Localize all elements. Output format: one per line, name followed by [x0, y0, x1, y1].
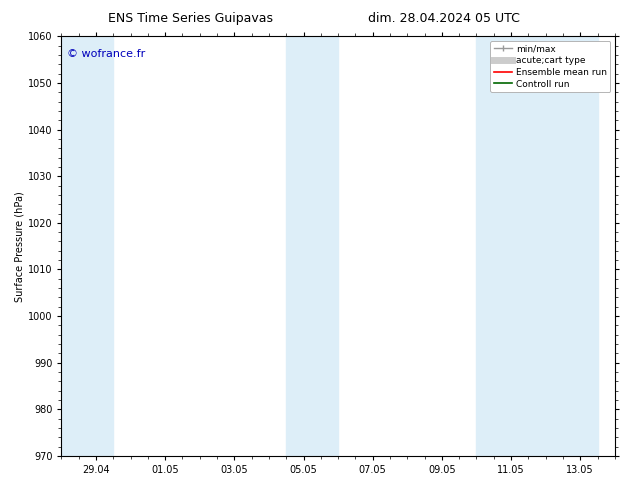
Legend: min/max, acute;cart type, Ensemble mean run, Controll run: min/max, acute;cart type, Ensemble mean …: [491, 41, 611, 92]
Text: © wofrance.fr: © wofrance.fr: [67, 49, 145, 59]
Bar: [477, 36, 597, 456]
Bar: [286, 36, 338, 456]
Y-axis label: Surface Pressure (hPa): Surface Pressure (hPa): [15, 191, 25, 301]
Text: ENS Time Series Guipavas: ENS Time Series Guipavas: [108, 12, 273, 25]
Text: dim. 28.04.2024 05 UTC: dim. 28.04.2024 05 UTC: [368, 12, 520, 25]
Bar: [61, 36, 113, 456]
